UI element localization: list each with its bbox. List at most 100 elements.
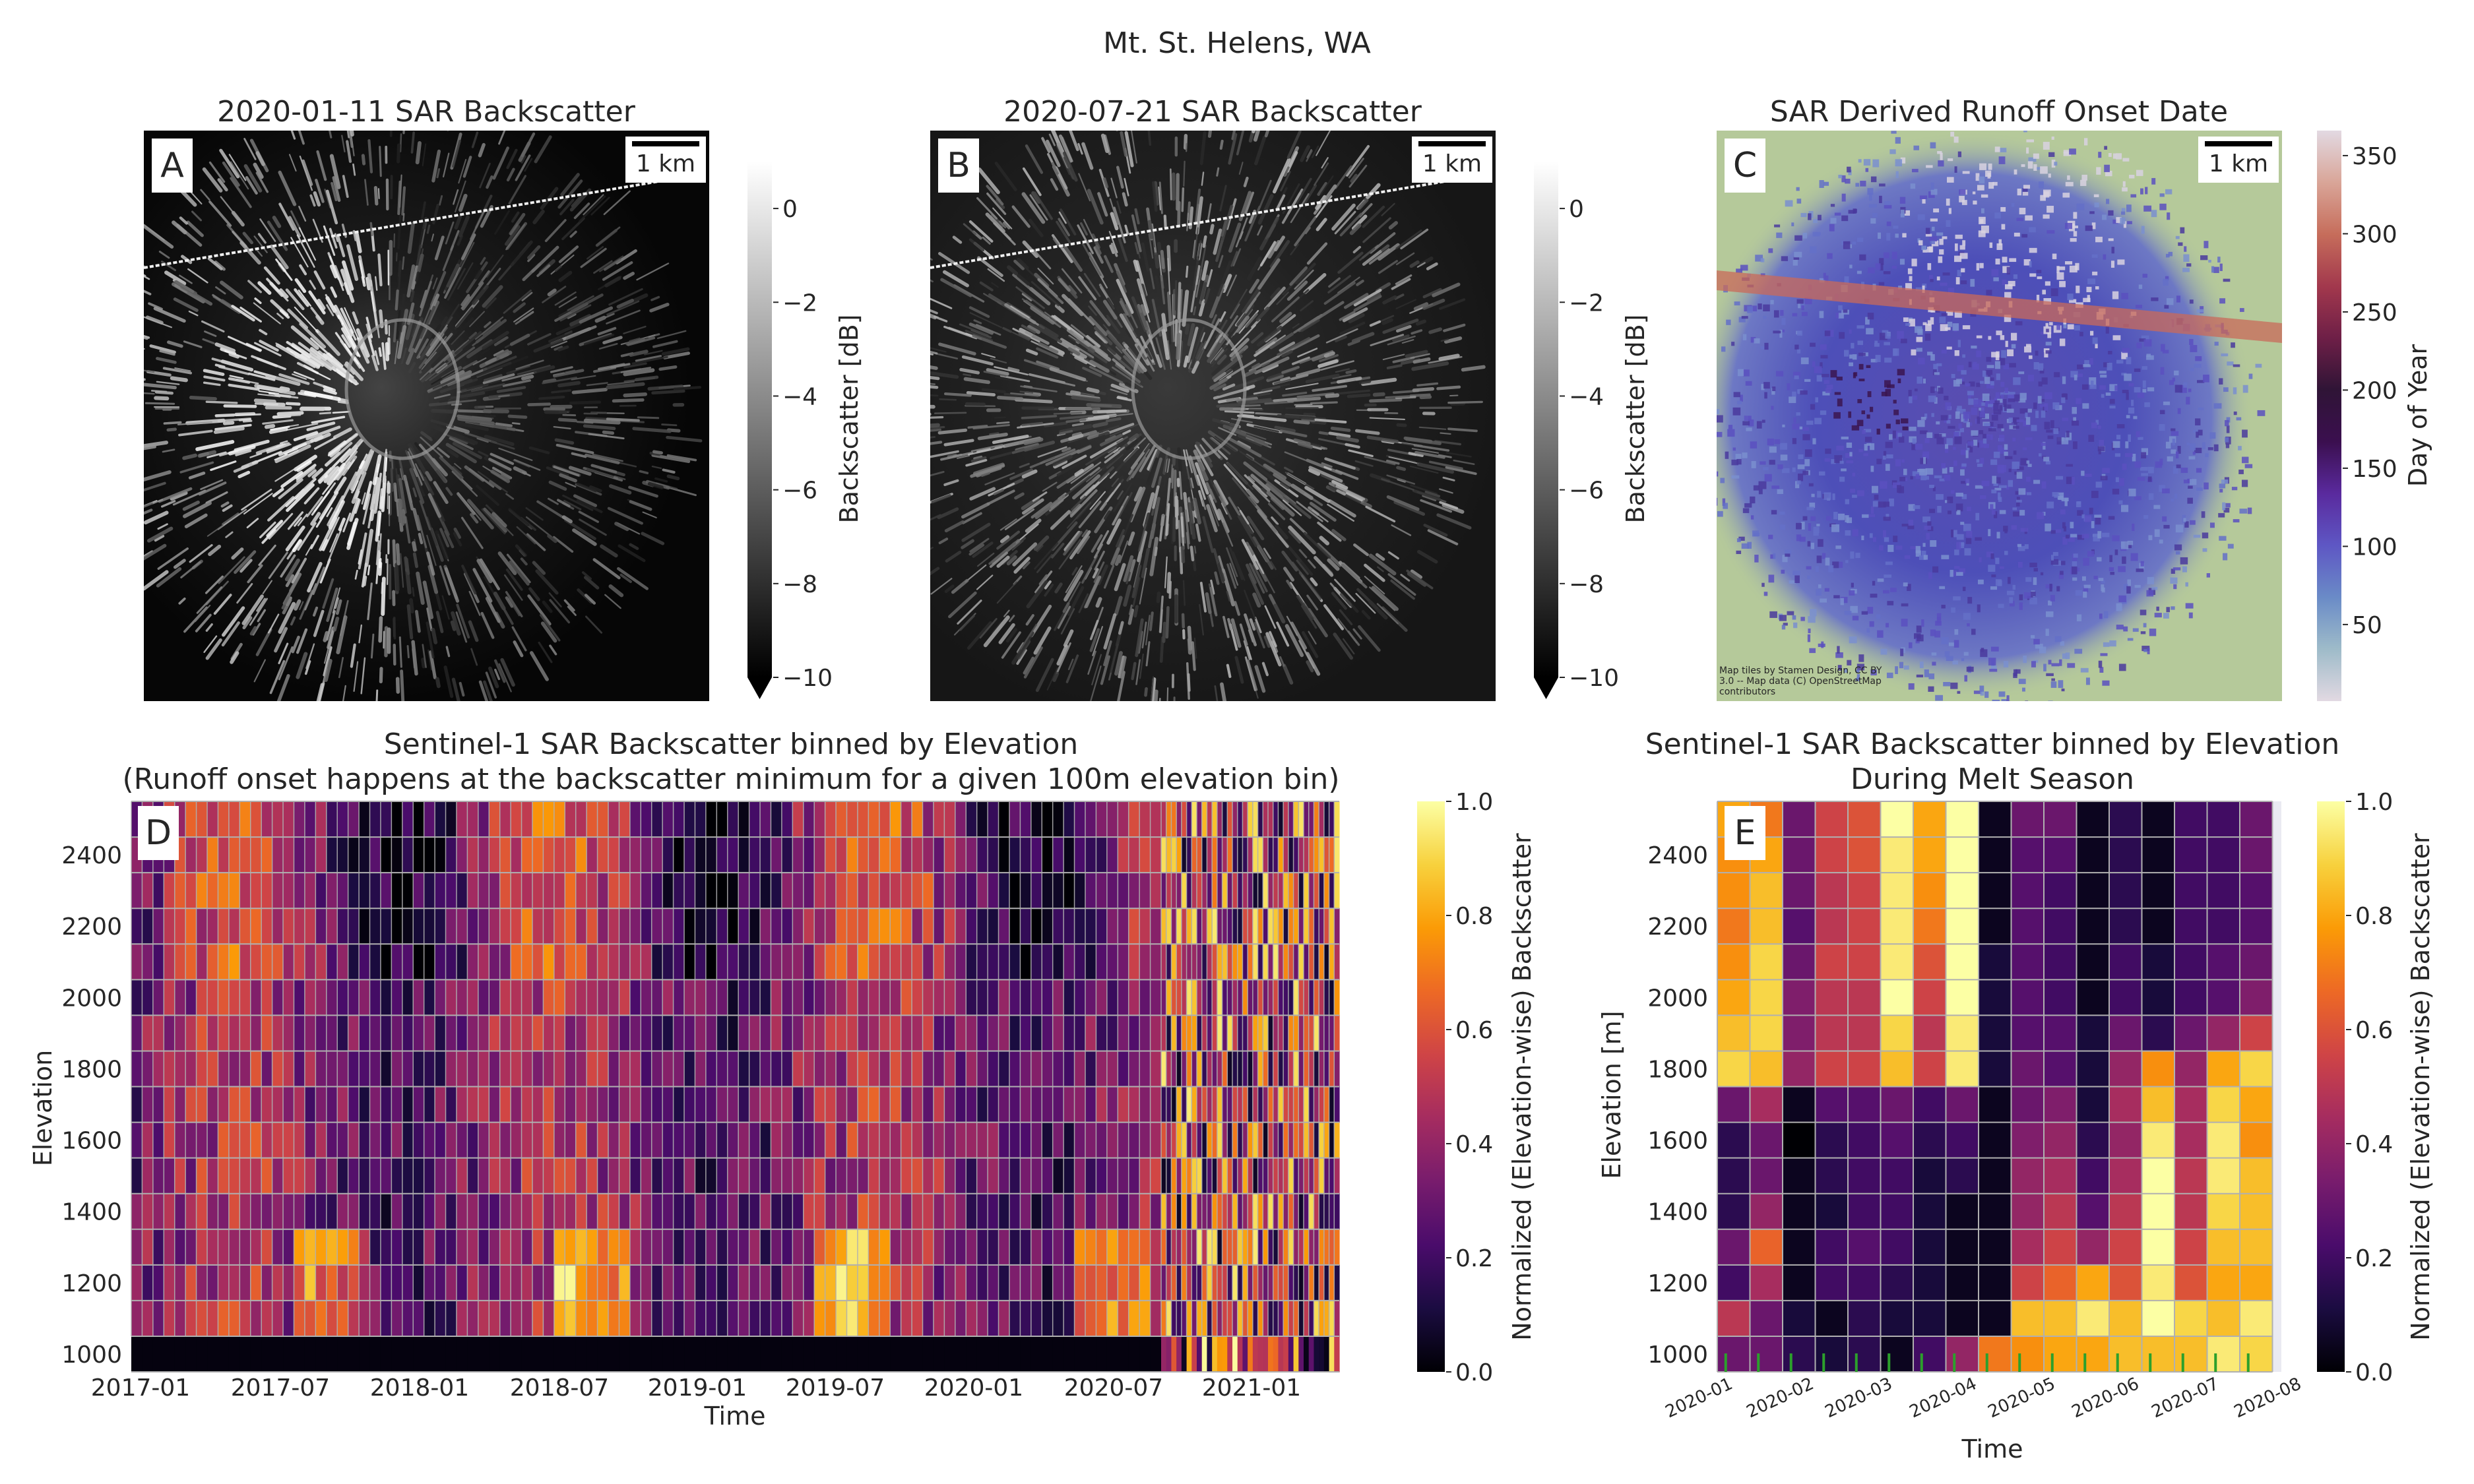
heatmap-cell — [629, 801, 641, 838]
heatmap-cell — [1880, 1015, 1914, 1051]
heatmap-cell — [294, 1122, 305, 1159]
heatmap-cell — [239, 1264, 251, 1301]
heatmap-cell — [1263, 1015, 1269, 1052]
heatmap-cell — [2141, 1300, 2175, 1337]
heatmap-cell — [261, 1158, 273, 1194]
heatmap-cell — [131, 1264, 143, 1301]
heatmap-cell — [1217, 979, 1223, 1016]
heatmap-cell — [1161, 1086, 1167, 1123]
heatmap-cell — [651, 801, 663, 838]
heatmap-cell — [651, 1086, 663, 1123]
heatmap-cell — [1248, 908, 1253, 944]
heatmap-cell — [1191, 1122, 1197, 1159]
heatmap-cell — [2044, 1229, 2077, 1266]
heatmap-cell — [1020, 944, 1032, 980]
heatmap-cell — [1042, 1122, 1054, 1159]
heatmap-cell — [1201, 1193, 1208, 1230]
heatmap-cell — [532, 1086, 544, 1123]
heatmap-cell — [207, 1086, 219, 1123]
heatmap-cell — [1139, 1015, 1151, 1052]
heatmap-cell — [1750, 908, 1783, 944]
heatmap-cell — [413, 1015, 425, 1052]
heatmap-cell — [1201, 1264, 1208, 1301]
heatmap-cell — [413, 908, 425, 944]
heatmap-cell — [1334, 1158, 1340, 1194]
y-tick-label: 2000 — [61, 985, 122, 1012]
heatmap-cell — [272, 1086, 284, 1123]
heatmap-cell — [1207, 1086, 1213, 1123]
heatmap-cell — [1181, 873, 1188, 909]
heatmap-cell — [673, 944, 685, 980]
heatmap-cell — [435, 1336, 447, 1373]
heatmap-cell — [337, 1336, 349, 1373]
heatmap-cell — [966, 1300, 978, 1337]
heatmap-cell — [1268, 1336, 1274, 1373]
heatmap-cell — [1979, 1229, 2012, 1266]
heatmap-cell — [629, 873, 641, 909]
heatmap-cell — [1273, 1300, 1279, 1337]
heatmap-cell — [326, 1015, 338, 1052]
heatmap-cell — [2011, 801, 2045, 838]
heatmap-cell — [1106, 944, 1118, 980]
panel-e: Sentinel-1 SAR Backscatter binned by Ele… — [1597, 727, 2339, 1464]
heatmap-cell — [1207, 873, 1213, 909]
heatmap-cell — [326, 1158, 338, 1194]
heatmap-cell — [803, 1336, 815, 1373]
heatmap-cell — [1278, 1051, 1284, 1088]
heatmap-cell — [2044, 1051, 2077, 1087]
heatmap-cell — [445, 908, 457, 944]
heatmap-cell — [456, 801, 468, 838]
heatmap-cell — [879, 1122, 891, 1159]
heatmap-cell — [1031, 1086, 1042, 1123]
colorbar-e: 1.00.80.60.40.20.0 Normalized (Elevation… — [2317, 789, 2435, 1386]
heatmap-cell — [380, 837, 392, 873]
heatmap-cell — [1334, 837, 1340, 873]
heatmap-cell — [857, 908, 869, 944]
heatmap-cell — [554, 1336, 565, 1373]
heatmap-cell — [1207, 908, 1213, 944]
heatmap-cell — [1946, 1051, 1979, 1087]
heatmap-cell — [1118, 1158, 1129, 1194]
heatmap-cell — [1308, 1336, 1315, 1373]
heatmap-cell — [218, 801, 230, 838]
heatmap-cell — [836, 1264, 848, 1301]
heatmap-cell — [1186, 1264, 1192, 1301]
heatmap-cell — [705, 1229, 717, 1266]
heatmap-cell — [1979, 1015, 2012, 1051]
heatmap-cell — [836, 1300, 848, 1337]
heatmap-cell — [1979, 873, 2012, 909]
heatmap-cell — [402, 1086, 414, 1123]
heatmap-cell — [283, 1229, 295, 1266]
heatmap-cell — [1314, 1158, 1319, 1194]
heatmap-cell — [1161, 944, 1167, 980]
heatmap-cell — [435, 837, 447, 873]
heatmap-cell — [673, 1193, 685, 1230]
heatmap-cell — [608, 1158, 620, 1194]
heatmap-cell — [1197, 837, 1203, 873]
heatmap-cell — [228, 944, 240, 980]
heatmap-cell — [1252, 944, 1259, 980]
heatmap-cell — [1096, 1122, 1108, 1159]
heatmap-cell — [1118, 801, 1129, 838]
heatmap-cell — [1298, 1264, 1304, 1301]
heatmap-cell — [944, 1015, 956, 1052]
heatmap-cell — [359, 1051, 371, 1088]
heatmap-cell — [814, 1158, 826, 1194]
heatmap-cell — [435, 979, 447, 1016]
heatmap-cell — [1096, 1336, 1108, 1373]
heatmap-cell — [1212, 1122, 1218, 1159]
heatmap-cell — [1979, 801, 2012, 838]
heatmap-cell — [868, 1158, 880, 1194]
heatmap-cell — [554, 1158, 565, 1194]
heatmap-cell — [359, 837, 371, 873]
heatmap-cell — [1314, 1086, 1319, 1123]
heatmap-cell — [2109, 1336, 2142, 1373]
heatmap-cell — [2141, 837, 2175, 873]
heatmap-cell — [250, 1158, 262, 1194]
heatmap-cell — [1319, 1336, 1325, 1373]
heatmap-cell — [445, 1122, 457, 1159]
heatmap-cell — [1176, 1229, 1182, 1266]
heatmap-cell — [1283, 1158, 1289, 1194]
heatmap-cell — [1329, 1158, 1335, 1194]
heatmap-cell — [998, 1015, 1010, 1052]
